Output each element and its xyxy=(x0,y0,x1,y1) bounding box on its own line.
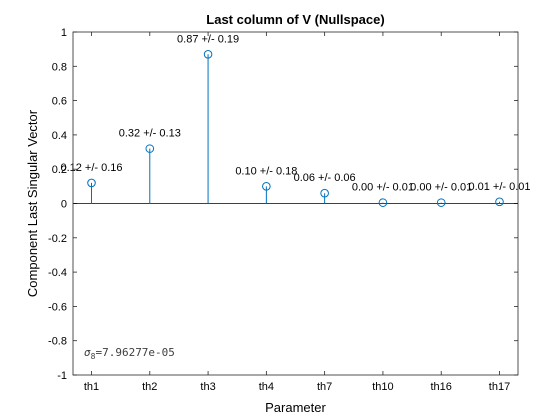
y-tick-label: 1 xyxy=(61,27,67,39)
chart-title: Last column of V (Nullspace) xyxy=(206,12,384,27)
x-tick-label: th4 xyxy=(259,381,274,393)
y-tick-label: -1 xyxy=(57,370,67,382)
x-tick-label: th1 xyxy=(84,381,99,393)
x-axis-label: Parameter xyxy=(265,400,326,415)
x-tick-label: th17 xyxy=(489,381,510,393)
stem-marker xyxy=(495,197,504,207)
x-tick-label: th7 xyxy=(317,381,332,393)
stem-marker xyxy=(87,178,96,188)
y-tick-label: -0.2 xyxy=(48,233,67,245)
y-tick-label: 0 xyxy=(61,199,67,211)
data-label: 0.01 +/- 0.01 xyxy=(468,181,530,193)
y-axis-ticks: -1 -0.8 -0.6 -0.4 -0.2 0 0.2 0.4 0.6 0.8 1 xyxy=(48,27,518,382)
x-axis-ticks: th1 th2 th3 th4 th7 th10 th16 th17 xyxy=(84,32,510,393)
stem-marker xyxy=(378,198,388,207)
data-label: 0.00 +/- 0.01 xyxy=(352,182,414,194)
y-tick-label: 0.2 xyxy=(52,164,67,176)
stem-marker xyxy=(145,144,155,153)
data-label: 0.12 +/- 0.16 xyxy=(60,162,122,174)
y-tick-label: 0.4 xyxy=(52,130,67,142)
sigma-annotation: σ8=7.96277e-05 xyxy=(84,346,175,361)
plot-frame xyxy=(72,31,519,376)
sigma-value: =7.96277e-05 xyxy=(95,346,174,359)
sigma-subscript: 8 xyxy=(91,352,96,361)
y-tick-label: -0.8 xyxy=(48,336,67,348)
stem-marker xyxy=(436,198,446,207)
stem-series: 0.12 +/- 0.16 0.32 +/- 0.13 0.87 +/- 0.19 0… xyxy=(60,33,531,207)
data-label: 0.00 +/- 0.01 xyxy=(410,182,472,194)
stem-marker xyxy=(262,182,271,191)
data-label: 0.87 +/- 0.19 xyxy=(177,33,239,45)
x-tick-label: th10 xyxy=(372,381,393,393)
y-tick-label: -0.4 xyxy=(48,267,67,279)
y-tick-label: 0.8 xyxy=(52,61,67,73)
x-tick-label: th2 xyxy=(142,381,157,393)
data-label: 0.06 +/- 0.06 xyxy=(294,172,356,184)
data-label: 0.32 +/- 0.13 xyxy=(119,128,181,140)
y-axis-label: Component Last Singular Vector xyxy=(25,109,40,297)
sigma-symbol: σ xyxy=(84,346,91,359)
y-tick-label: -0.6 xyxy=(48,301,67,313)
stem-marker xyxy=(320,188,329,198)
data-label: 0.10 +/- 0.18 xyxy=(235,165,297,177)
stem-marker xyxy=(203,49,213,59)
x-tick-label: th16 xyxy=(431,381,452,393)
x-tick-label: th3 xyxy=(200,381,215,393)
y-tick-label: 0.6 xyxy=(52,96,67,108)
